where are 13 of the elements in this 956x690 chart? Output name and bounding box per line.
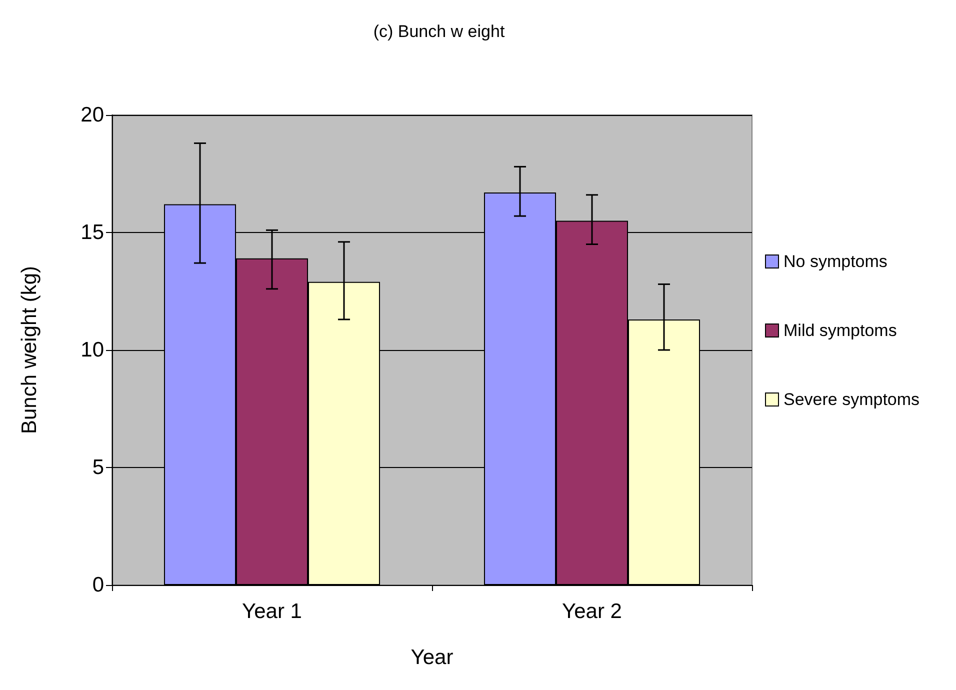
y-tick-label: 5 — [92, 456, 104, 479]
x-axis-title: Year — [410, 646, 454, 669]
legend-label: Mild symptoms — [784, 321, 897, 340]
y-tick-label: 15 — [80, 221, 104, 244]
chart-title: (c) Bunch w eight — [373, 22, 505, 41]
y-tick-label: 20 — [80, 104, 104, 126]
y-tick-label: 0 — [92, 574, 104, 596]
x-tick-label: Year 1 — [242, 600, 302, 623]
y-axis-title: Bunch weight (kg) — [18, 266, 41, 434]
legend-label: No symptoms — [784, 252, 888, 271]
y-tick-label: 10 — [80, 338, 104, 362]
legend-label: Severe symptoms — [784, 390, 920, 409]
x-tick-label: Year 2 — [562, 600, 622, 623]
